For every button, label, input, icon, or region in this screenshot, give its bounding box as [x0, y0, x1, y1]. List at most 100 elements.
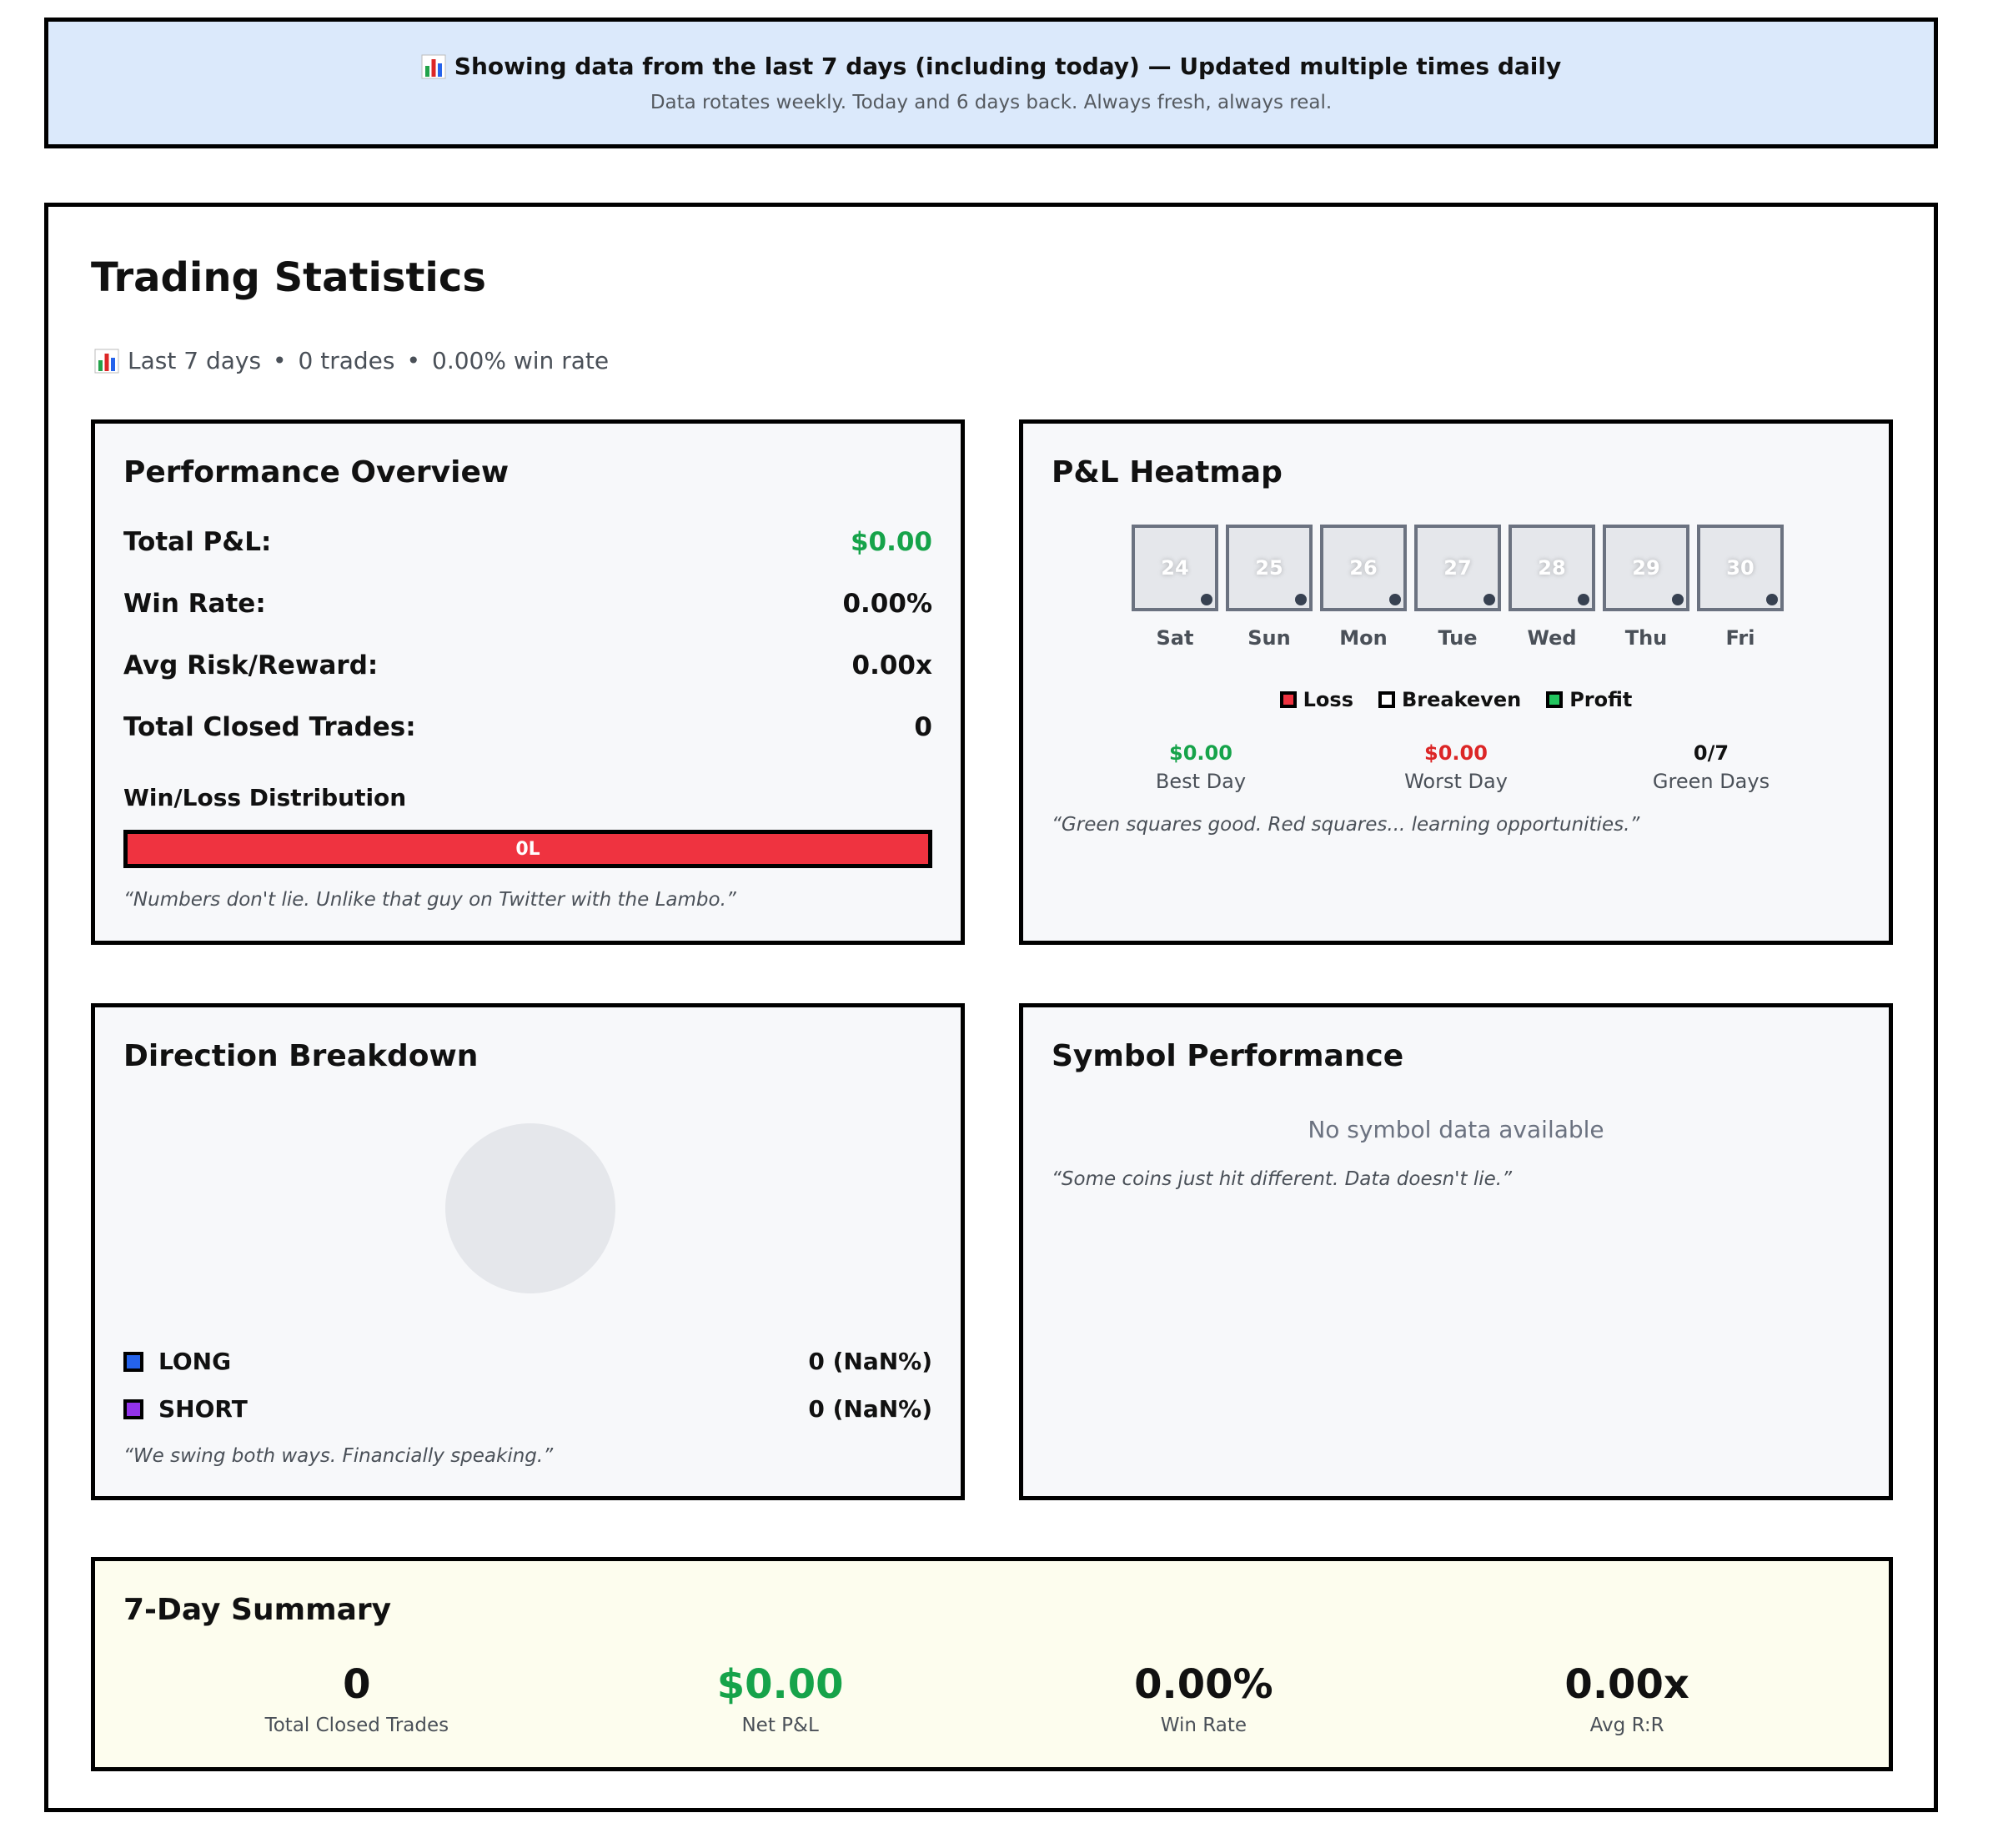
panel-title: Direction Breakdown	[123, 1039, 479, 1073]
summary-label: Net P&L	[741, 1715, 819, 1736]
bar-chart-icon	[421, 54, 446, 78]
stat-value: $0.00	[850, 527, 932, 557]
stat-label: Avg Risk/Reward:	[123, 650, 379, 680]
panel-title: Performance Overview	[123, 455, 510, 490]
avg-risk-reward-row: Avg Risk/Reward: 0.00x	[123, 650, 932, 680]
banner-prefix: Showing data from the	[454, 53, 756, 80]
stat-value: 0	[914, 712, 932, 742]
direction-value: 0 (NaN%)	[808, 1395, 932, 1423]
weekday-label: Fri	[1725, 626, 1755, 650]
legend-label: Profit	[1569, 688, 1633, 711]
legend-label: Loss	[1303, 688, 1353, 711]
heatmap-cell[interactable]: 30	[1697, 525, 1784, 611]
summary-label: Avg R:R	[1589, 1715, 1664, 1736]
stat-label: Total Closed Trades:	[123, 712, 416, 742]
performance-overview-panel: Performance Overview Total P&L: $0.00 Wi…	[91, 419, 965, 945]
heatmap-day[interactable]: 30 Fri	[1697, 525, 1784, 650]
day-number: 29	[1632, 556, 1660, 580]
breakeven-swatch-icon	[1378, 691, 1395, 708]
legend-loss: Loss	[1279, 688, 1353, 711]
direction-label: SHORT	[158, 1395, 248, 1423]
stat-value: 0.00%	[842, 589, 932, 619]
quote: “Some coins just hit different. Data doe…	[1052, 1168, 1512, 1190]
legend-label: Breakeven	[1401, 688, 1522, 711]
info-banner: Showing data from the last 7 days (inclu…	[44, 18, 1938, 148]
direction-breakdown-panel: Direction Breakdown LONG 0 (NaN%) SHORT …	[91, 1003, 965, 1500]
short-row: SHORT 0 (NaN%)	[123, 1395, 932, 1423]
separator: •	[406, 347, 421, 374]
direction-label: LONG	[158, 1348, 232, 1375]
today-marker-icon	[1201, 594, 1212, 605]
day-number: 30	[1726, 556, 1755, 580]
heatmap-day[interactable]: 24 Sat	[1132, 525, 1218, 650]
summary-item: 0.00% Win Rate	[1037, 1661, 1370, 1736]
trades-count-text: 0 trades	[298, 347, 395, 374]
stat-label: Total P&L:	[123, 527, 272, 557]
weekday-label: Sun	[1248, 626, 1291, 650]
stat-label: Win Rate:	[123, 589, 266, 619]
direction-pie-chart	[445, 1123, 615, 1293]
weekday-label: Mon	[1339, 626, 1388, 650]
long-swatch-icon	[123, 1351, 143, 1372]
legend-profit: Profit	[1546, 688, 1632, 711]
heatmap-cell[interactable]: 28	[1509, 525, 1595, 611]
today-marker-icon	[1483, 594, 1495, 605]
heatmap-day[interactable]: 28 Wed	[1509, 525, 1595, 650]
today-marker-icon	[1766, 594, 1778, 605]
today-marker-icon	[1295, 594, 1307, 605]
summary-value: 0.00%	[1134, 1661, 1273, 1708]
total-pnl-row: Total P&L: $0.00	[123, 527, 932, 557]
day-number: 24	[1161, 556, 1189, 580]
heatmap-legend: Loss Breakeven Profit	[1023, 688, 1889, 711]
panel-title: P&L Heatmap	[1052, 455, 1283, 490]
today-marker-icon	[1672, 594, 1684, 605]
panel-title: Symbol Performance	[1052, 1039, 1404, 1073]
banner-highlight: last 7 days	[764, 53, 907, 80]
heatmap-cell[interactable]: 26	[1320, 525, 1407, 611]
summary-value: 0.00x	[1564, 1661, 1689, 1708]
summary-item: 0 Total Closed Trades	[190, 1661, 524, 1736]
heatmap-day[interactable]: 27 Tue	[1414, 525, 1501, 650]
pnl-heatmap-panel: P&L Heatmap 24 Sat 25 Sun 26 Mon 27 Tue …	[1019, 419, 1893, 945]
today-marker-icon	[1578, 594, 1589, 605]
heatmap-cell[interactable]: 27	[1414, 525, 1501, 611]
metric-value: $0.00	[1424, 741, 1488, 765]
weekday-label: Sat	[1156, 626, 1194, 650]
long-row: LONG 0 (NaN%)	[123, 1348, 932, 1375]
heatmap-day[interactable]: 26 Mon	[1320, 525, 1407, 650]
win-rate-text: 0.00% win rate	[432, 347, 610, 374]
worst-day-metric: $0.00 Worst Day	[1356, 741, 1556, 793]
heatmap-day[interactable]: 25 Sun	[1226, 525, 1313, 650]
separator: •	[273, 347, 287, 374]
heatmap-cell[interactable]: 29	[1603, 525, 1689, 611]
metric-label: Green Days	[1652, 770, 1770, 793]
weekday-label: Thu	[1624, 626, 1668, 650]
win-loss-bar: 0L	[123, 830, 932, 868]
green-days-metric: 0/7 Green Days	[1611, 741, 1811, 793]
best-day-metric: $0.00 Best Day	[1101, 741, 1301, 793]
short-swatch-icon	[123, 1399, 143, 1419]
day-number: 26	[1349, 556, 1378, 580]
summary-item: $0.00 Net P&L	[614, 1661, 947, 1736]
summary-value: $0.00	[716, 1661, 844, 1708]
summary-stats: 0 Total Closed Trades $0.00 Net P&L 0.00…	[95, 1661, 1889, 1736]
trading-statistics-card: Trading Statistics Last 7 days • 0 trade…	[44, 203, 1938, 1812]
banner-subtitle: Data rotates weekly. Today and 6 days ba…	[650, 92, 1333, 113]
stat-value: 0.00x	[851, 650, 932, 680]
panel-title: 7-Day Summary	[123, 1593, 392, 1627]
profit-swatch-icon	[1546, 691, 1564, 708]
summary-item: 0.00x Avg R:R	[1460, 1661, 1794, 1736]
quote: “Green squares good. Red squares... lear…	[1052, 814, 1640, 836]
heatmap-cell[interactable]: 24	[1132, 525, 1218, 611]
loss-swatch-icon	[1279, 691, 1297, 708]
day-number: 25	[1255, 556, 1283, 580]
heatmap-day[interactable]: 29 Thu	[1603, 525, 1689, 650]
metric-label: Worst Day	[1404, 770, 1508, 793]
bar-chart-icon	[94, 349, 119, 373]
heatmap-cell[interactable]: 25	[1226, 525, 1313, 611]
empty-state: No symbol data available	[1308, 1116, 1604, 1143]
weekday-label: Wed	[1527, 626, 1577, 650]
day-number: 28	[1538, 556, 1566, 580]
page-title: Trading Statistics	[91, 254, 486, 301]
symbol-performance-panel: Symbol Performance No symbol data availa…	[1019, 1003, 1893, 1500]
